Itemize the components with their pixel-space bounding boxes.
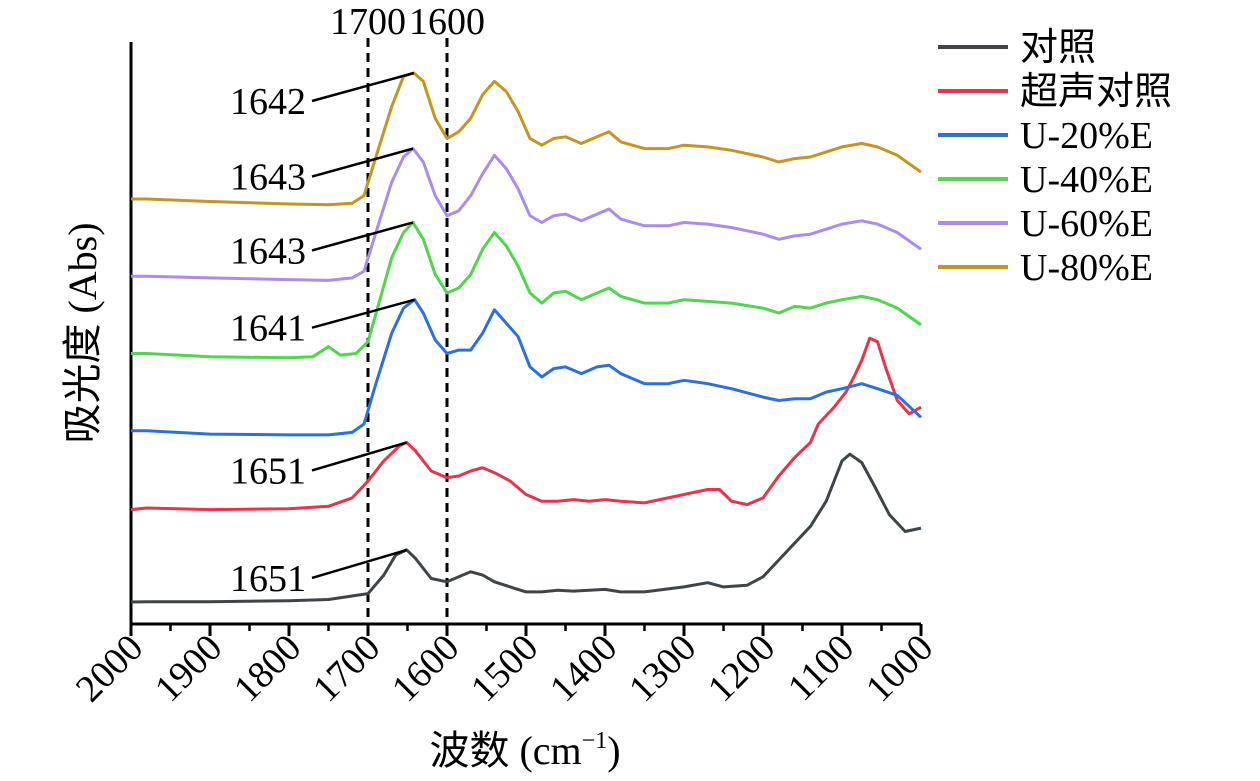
legend-label-0: 对照 (1020, 27, 1096, 69)
peak-labels: 1651 1651 1641 1643 1643 1642 (230, 71, 415, 600)
peak-label-5: 1642 (230, 81, 306, 123)
x-tick-label-1300: 1300 (621, 627, 704, 710)
x-axis-label: 波数 (cm−1) (429, 728, 620, 773)
x-tick-label-1200: 1200 (700, 627, 783, 710)
y-axis-label: 吸光度 (Abs) (60, 222, 105, 443)
peak-leader-3 (311, 221, 414, 252)
legend-label-5: U-80%E (1020, 247, 1153, 289)
x-tick-label-1500: 1500 (463, 627, 546, 710)
peak-label-2: 1641 (230, 308, 306, 350)
x-tick-label-1600: 1600 (384, 627, 467, 710)
reference-label-1600: 1600 (409, 1, 485, 43)
x-axis-label-main: 波数 (cm (429, 728, 581, 773)
peak-leader-2 (311, 298, 415, 329)
series-line-5 (131, 71, 922, 207)
peak-leader-5 (311, 71, 415, 103)
peak-leader-0 (311, 548, 408, 580)
x-ticks: 2000190018001700160015001400130012001100… (68, 624, 941, 710)
x-axis-label-sup: −1 (582, 728, 608, 754)
x-tick-label-1100: 1100 (780, 627, 862, 709)
series-line-2 (131, 298, 923, 437)
reference-label-1700: 1700 (330, 1, 406, 43)
peak-label-4: 1643 (230, 157, 306, 199)
peak-label-3: 1643 (230, 230, 306, 272)
x-tick-label-1000: 1000 (858, 627, 941, 710)
legend-label-2: U-20%E (1020, 115, 1153, 157)
legend-label-1: 超声对照 (1020, 71, 1172, 113)
peak-leader-4 (311, 147, 414, 178)
series-line-0 (130, 452, 922, 604)
peak-label-1: 1651 (230, 450, 306, 492)
x-tick-label-1900: 1900 (147, 627, 230, 710)
peak-leader-1 (311, 441, 408, 472)
legend-label-4: U-60%E (1020, 203, 1153, 245)
x-tick-label-1800: 1800 (226, 627, 309, 710)
peak-label-0: 1651 (230, 558, 306, 600)
x-tick-label-1400: 1400 (542, 627, 625, 710)
series-line-3 (131, 221, 922, 360)
legend-label-3: U-40%E (1020, 159, 1153, 201)
reference-lines: 1700 1600 (330, 1, 485, 624)
x-axis-label-end: ) (607, 728, 620, 773)
x-tick-label-1700: 1700 (305, 627, 388, 710)
series-line-1 (130, 336, 922, 512)
x-tick-label-2000: 2000 (68, 627, 151, 710)
spectra-series (130, 71, 923, 604)
